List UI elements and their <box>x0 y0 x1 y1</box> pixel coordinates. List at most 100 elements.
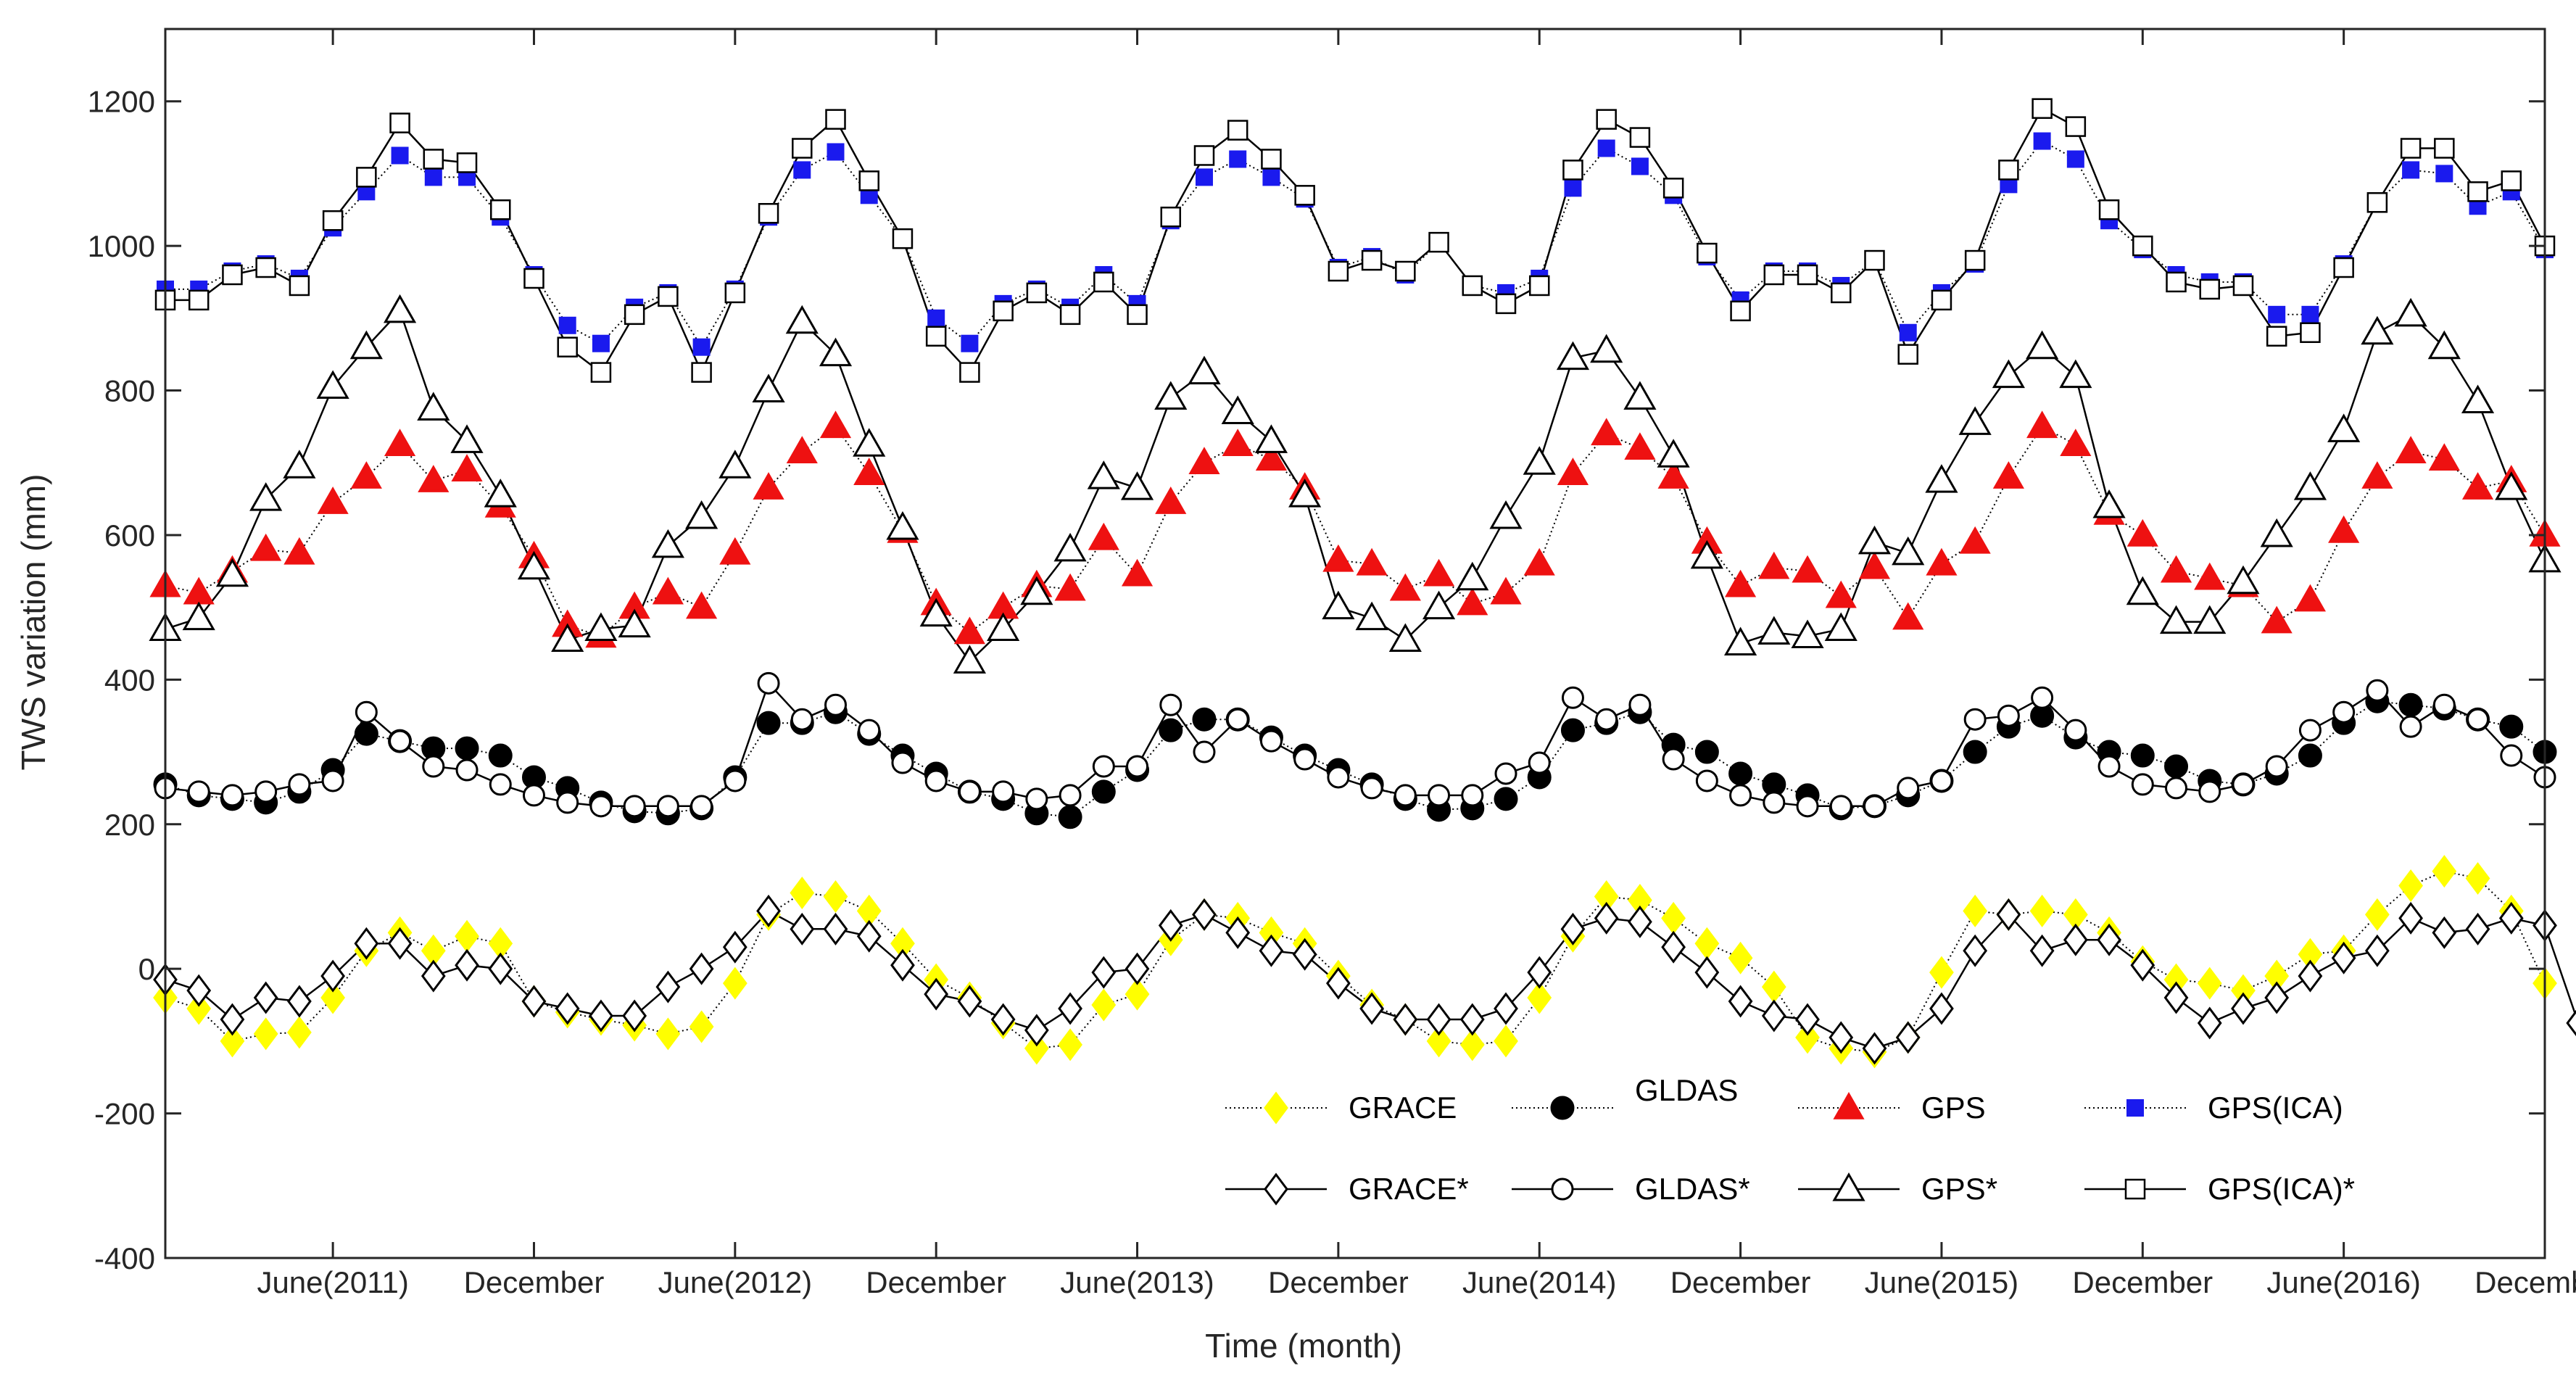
data-point <box>1560 912 1586 945</box>
data-point <box>2328 515 2360 543</box>
data-point <box>824 693 848 716</box>
data-point <box>692 338 711 356</box>
data-point <box>1059 784 1082 807</box>
data-point <box>1388 623 1422 653</box>
data-point <box>1457 587 1488 616</box>
data-point <box>2098 199 2120 220</box>
data-point <box>1058 1028 1082 1061</box>
data-point <box>1322 590 1355 620</box>
data-point <box>188 289 210 311</box>
data-point <box>819 337 853 367</box>
data-point <box>1490 576 1522 605</box>
data-point <box>254 780 278 803</box>
data-point <box>423 149 444 170</box>
legend-label: GLDAS* <box>1635 1172 1750 1206</box>
data-point <box>1792 555 1823 583</box>
data-point <box>220 784 244 807</box>
data-point <box>349 330 383 360</box>
data-point <box>790 708 813 731</box>
data-point <box>222 264 243 286</box>
data-point <box>2298 719 2322 742</box>
data-point <box>1494 992 1518 1025</box>
data-point <box>551 623 584 653</box>
data-point <box>1996 898 2021 931</box>
data-point <box>1288 479 1322 508</box>
data-point <box>451 454 483 481</box>
data-point <box>655 970 681 1003</box>
data-point <box>215 558 249 587</box>
data-point <box>186 974 212 1007</box>
data-point <box>2130 743 2155 768</box>
y-tick-label: -200 <box>94 1097 155 1131</box>
data-point <box>1858 525 1892 555</box>
data-point <box>287 1016 312 1049</box>
data-point <box>2566 1009 2576 1037</box>
y-axis-title: TWS variation (mm) <box>15 474 52 771</box>
data-point <box>2197 967 2222 1000</box>
legend-label: GPS <box>1921 1090 1986 1125</box>
series-markers-gldas <box>153 689 2557 829</box>
data-point <box>624 304 645 326</box>
data-point <box>1829 1021 1854 1054</box>
data-point <box>1963 894 1988 927</box>
data-point <box>786 436 818 464</box>
data-point <box>1389 573 1421 601</box>
y-tick-label: 200 <box>104 808 155 842</box>
data-point <box>925 326 947 347</box>
data-point <box>722 967 747 1000</box>
legend-marker <box>1264 1172 1288 1206</box>
data-point <box>655 1017 681 1051</box>
data-point <box>1761 970 1786 1003</box>
data-point <box>1963 934 1988 967</box>
data-point <box>790 876 815 909</box>
series-markers-gps <box>149 410 2561 648</box>
data-point <box>993 300 1014 322</box>
data-point <box>1829 795 1852 818</box>
data-point <box>1221 395 1254 424</box>
data-point <box>819 410 852 439</box>
series-line-gps-ica- <box>165 140 2546 349</box>
data-point <box>1690 539 1723 569</box>
legend-marker <box>1550 1096 1575 1120</box>
x-tick-label: June(2011) <box>257 1265 408 1299</box>
legend-marker <box>2124 1178 2146 1200</box>
data-point <box>1528 275 1550 297</box>
data-point <box>2399 715 2422 738</box>
legend-label: GPS(ICA) <box>2208 1090 2343 1125</box>
data-point <box>959 362 980 383</box>
data-point <box>354 721 378 746</box>
data-point <box>289 275 310 297</box>
data-point <box>1322 544 1354 572</box>
data-point <box>658 286 679 307</box>
data-point <box>1120 471 1154 500</box>
data-point <box>1763 264 1785 286</box>
legend-item: GPS(ICA) <box>2084 1090 2343 1125</box>
data-point <box>1127 304 1148 326</box>
data-point <box>2160 555 2192 583</box>
data-point <box>752 373 785 403</box>
data-point <box>623 795 646 818</box>
y-tick-label: 600 <box>104 518 155 553</box>
data-point <box>1489 500 1523 529</box>
data-point <box>992 780 1015 803</box>
data-point <box>1926 547 1958 576</box>
data-point <box>320 981 346 1014</box>
data-point <box>2467 708 2490 731</box>
data-point <box>584 612 618 642</box>
data-point <box>1527 981 1552 1014</box>
data-point <box>2395 436 2427 464</box>
data-point <box>651 529 684 558</box>
data-point <box>1262 168 1280 186</box>
data-point <box>1125 977 1150 1011</box>
data-point <box>2064 719 2087 742</box>
data-point <box>389 112 410 133</box>
data-point <box>1929 956 1954 989</box>
data-point <box>488 743 513 768</box>
data-point <box>1459 1028 1485 1061</box>
data-point <box>1229 150 1247 168</box>
data-point <box>1426 1003 1451 1036</box>
data-point <box>2499 714 2524 739</box>
data-point <box>856 919 882 953</box>
data-point <box>1088 522 1119 550</box>
data-point <box>1226 708 1249 731</box>
